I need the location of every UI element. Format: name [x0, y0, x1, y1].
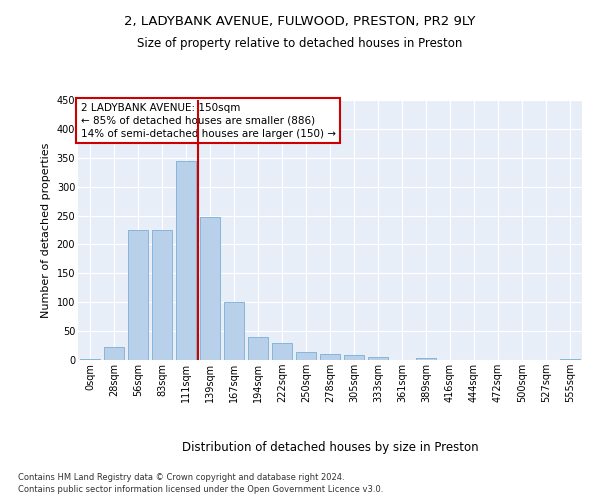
Bar	[368, 357, 388, 360]
Bar	[560, 359, 580, 360]
Bar	[320, 354, 340, 360]
Bar	[176, 160, 196, 360]
Bar	[152, 230, 172, 360]
Text: Contains HM Land Registry data © Crown copyright and database right 2024.: Contains HM Land Registry data © Crown c…	[18, 472, 344, 482]
Bar	[200, 218, 220, 360]
X-axis label: Distribution of detached houses by size in Preston: Distribution of detached houses by size …	[182, 441, 478, 454]
Text: Size of property relative to detached houses in Preston: Size of property relative to detached ho…	[137, 38, 463, 51]
Bar	[344, 356, 364, 360]
Bar	[416, 358, 436, 360]
Bar	[104, 348, 124, 360]
Bar	[272, 342, 292, 360]
Text: Contains public sector information licensed under the Open Government Licence v3: Contains public sector information licen…	[18, 485, 383, 494]
Bar	[248, 337, 268, 360]
Bar	[296, 352, 316, 360]
Text: 2, LADYBANK AVENUE, FULWOOD, PRESTON, PR2 9LY: 2, LADYBANK AVENUE, FULWOOD, PRESTON, PR…	[124, 15, 476, 28]
Bar	[224, 302, 244, 360]
Bar	[80, 359, 100, 360]
Y-axis label: Number of detached properties: Number of detached properties	[41, 142, 51, 318]
Text: 2 LADYBANK AVENUE: 150sqm
← 85% of detached houses are smaller (886)
14% of semi: 2 LADYBANK AVENUE: 150sqm ← 85% of detac…	[80, 102, 335, 139]
Bar	[128, 230, 148, 360]
